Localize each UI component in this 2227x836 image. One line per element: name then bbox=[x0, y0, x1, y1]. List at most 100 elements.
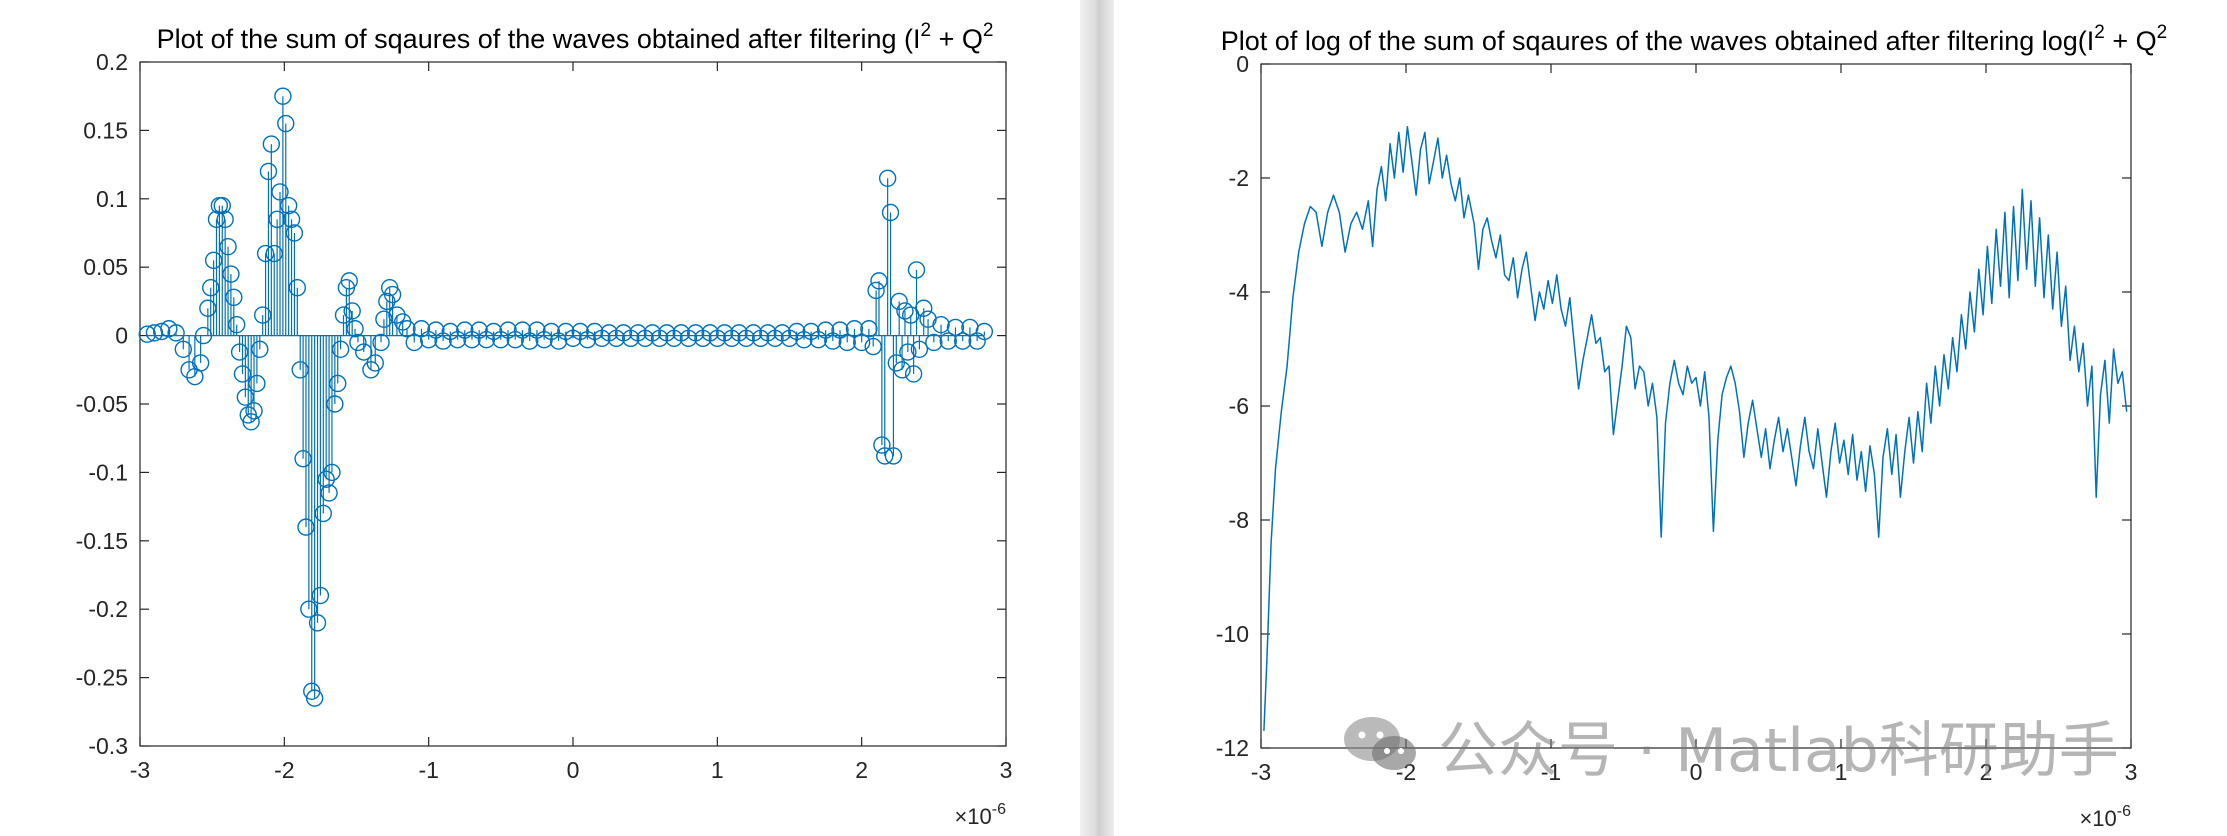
stem-marker bbox=[329, 374, 347, 393]
stem-marker bbox=[378, 292, 396, 311]
stem-marker bbox=[388, 306, 406, 324]
stem-marker bbox=[893, 361, 911, 379]
stem-marker bbox=[167, 324, 185, 342]
stem-marker bbox=[202, 279, 220, 297]
stem-marker bbox=[297, 518, 315, 536]
log-xtick-label: -1 bbox=[1541, 759, 1561, 785]
stem-marker bbox=[870, 272, 888, 290]
stem-marker bbox=[876, 447, 894, 465]
log-ytick-label: -10 bbox=[1216, 621, 1249, 647]
stem-xtick-label: 1 bbox=[711, 757, 724, 783]
stem-ytick-label: 0.2 bbox=[96, 49, 128, 75]
stem-xtick-label: 2 bbox=[855, 757, 868, 783]
stem-marker bbox=[262, 135, 281, 153]
stem-ytick-label: -0.25 bbox=[76, 665, 128, 691]
stem-marker bbox=[890, 292, 908, 311]
log-plot-area bbox=[1260, 63, 2132, 749]
stem-ytick-label: -0.1 bbox=[88, 459, 128, 485]
log-series-line bbox=[1263, 125, 2128, 731]
stem-marker bbox=[860, 320, 878, 338]
stem-marker bbox=[317, 470, 335, 488]
stem-marker bbox=[878, 169, 897, 187]
stem-marker bbox=[884, 447, 903, 465]
stem-marker bbox=[340, 272, 358, 290]
log-xtick-label: 0 bbox=[1690, 759, 1703, 785]
stem-marker bbox=[253, 306, 272, 324]
stem-marker bbox=[334, 306, 353, 324]
stem-ytick-label: -0.2 bbox=[88, 596, 128, 622]
stem-marker bbox=[314, 504, 333, 523]
stem-marker bbox=[233, 365, 252, 383]
stem-marker bbox=[907, 261, 926, 279]
stem-marker bbox=[323, 463, 341, 482]
stem-marker bbox=[326, 395, 344, 413]
log-ytick-label: 0 bbox=[1236, 51, 1249, 77]
stem-marker bbox=[305, 689, 324, 707]
stem-marker bbox=[277, 114, 295, 133]
stem-marker bbox=[925, 333, 943, 352]
stem-xtick-label: -3 bbox=[130, 757, 150, 783]
stem-marker bbox=[259, 162, 278, 181]
stem-marker bbox=[366, 354, 384, 372]
stem-marker bbox=[282, 210, 301, 229]
stem-marker bbox=[975, 322, 994, 341]
stem-marker bbox=[216, 210, 234, 229]
stem-ytick-label: 0.15 bbox=[83, 117, 128, 143]
stem-marker bbox=[372, 333, 390, 352]
stem-marker bbox=[320, 484, 338, 502]
stem-marker bbox=[405, 333, 423, 352]
stem-ytick-label: 0 bbox=[115, 323, 128, 349]
stem-marker bbox=[271, 183, 289, 201]
stem-chart-title: Plot of the sum of sqaures of the waves … bbox=[157, 20, 994, 54]
log-ytick-label: -2 bbox=[1229, 165, 1249, 191]
stem-marker bbox=[308, 614, 327, 632]
log-x-exponent: ×10-6 bbox=[2079, 803, 2131, 831]
stem-marker bbox=[838, 333, 856, 352]
log-line-chart: Plot of log of the sum of sqaures of the… bbox=[1216, 22, 2167, 831]
stem-marker bbox=[213, 196, 231, 215]
stem-marker bbox=[285, 224, 304, 242]
stem-ytick-label: -0.3 bbox=[88, 733, 128, 759]
stem-marker bbox=[910, 340, 929, 358]
stem-marker bbox=[343, 302, 361, 320]
stem-marker bbox=[375, 310, 393, 328]
stem-xtick-label: 3 bbox=[1000, 757, 1013, 783]
stem-marker bbox=[248, 374, 266, 393]
stem-marker bbox=[242, 413, 260, 431]
stem-marker bbox=[346, 320, 364, 338]
stem-marker bbox=[864, 337, 882, 356]
stem-marker bbox=[230, 343, 249, 361]
log-xtick-label: 2 bbox=[1980, 759, 1993, 785]
stem-marker bbox=[939, 332, 957, 350]
stem-xtick-label: -1 bbox=[418, 757, 438, 783]
stem-marker bbox=[294, 450, 312, 468]
watermark-text: 公众号 · Matlab科研助手 bbox=[1438, 715, 2119, 786]
stem-marker bbox=[349, 333, 367, 352]
stem-marker bbox=[256, 244, 275, 263]
stem-marker bbox=[291, 361, 309, 379]
stem-marker bbox=[152, 322, 171, 341]
stem-marker bbox=[311, 586, 330, 605]
stem-chart: Plot of the sum of sqaures of the waves … bbox=[76, 20, 1013, 829]
stem-marker bbox=[236, 388, 255, 406]
log-ytick-label: -12 bbox=[1216, 735, 1249, 761]
stem-marker bbox=[873, 436, 891, 454]
stem-xtick-label: 0 bbox=[567, 757, 580, 783]
stem-ytick-label: -0.05 bbox=[76, 391, 128, 417]
stem-marker bbox=[288, 279, 307, 297]
stem-ytick-label: 0.05 bbox=[83, 254, 128, 280]
stem-marker bbox=[896, 302, 914, 320]
stem-marker bbox=[268, 210, 286, 229]
log-ytick-label: -6 bbox=[1229, 393, 1249, 419]
stem-xtick-label: -2 bbox=[274, 757, 294, 783]
wechat-icon bbox=[1344, 717, 1416, 770]
stem-marker bbox=[251, 340, 269, 358]
log-ytick-label: -4 bbox=[1229, 279, 1250, 305]
stem-marker bbox=[279, 196, 298, 215]
stem-marker bbox=[138, 325, 156, 343]
stem-marker bbox=[300, 600, 318, 618]
stem-ytick-label: -0.15 bbox=[76, 528, 128, 554]
stem-marker bbox=[881, 203, 900, 222]
stem-marker bbox=[331, 340, 350, 358]
stem-marker bbox=[852, 333, 871, 352]
